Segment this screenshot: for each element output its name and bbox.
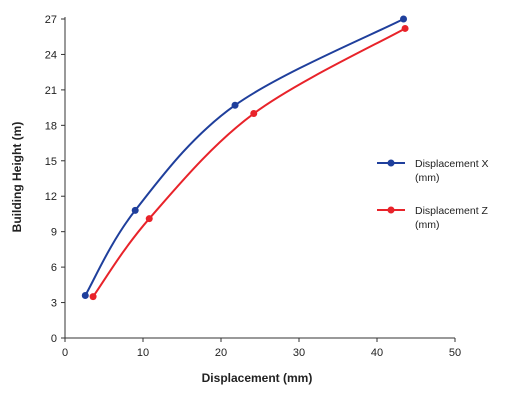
series-layer <box>81 15 409 301</box>
x-tick-label: 10 <box>137 347 149 359</box>
x-tick-label: 30 <box>293 347 305 359</box>
y-tick-label: 15 <box>45 156 57 168</box>
x-tick-label: 20 <box>215 347 227 359</box>
legend-swatch-marker <box>387 159 395 167</box>
legend-item-x: Displacement X (mm) <box>377 158 489 184</box>
y-tick-label: 0 <box>51 333 57 345</box>
x-tick-label: 50 <box>449 347 461 359</box>
data-point <box>400 15 408 23</box>
y-tick-label: 27 <box>45 14 57 26</box>
data-point <box>81 291 89 299</box>
axes: 0 3 6 9 12 15 18 21 24 27 0 10 20 30 40 50 <box>45 14 461 359</box>
data-point <box>131 206 139 214</box>
y-tick-label: 9 <box>51 227 57 239</box>
y-axis-title: Building Height (m) <box>10 122 24 233</box>
legend-item-z: Displacement Z (mm) <box>377 205 489 231</box>
y-tick-label: 3 <box>51 298 57 310</box>
series-x <box>81 15 408 299</box>
y-tick-label: 24 <box>45 49 57 61</box>
x-tick-label: 0 <box>62 347 68 359</box>
data-point <box>231 101 239 109</box>
legend-label: Displacement Z <box>415 205 489 217</box>
legend-label: (mm) <box>415 172 440 184</box>
series-line <box>84 18 404 296</box>
series-z <box>89 24 409 301</box>
y-tick-label: 6 <box>51 262 57 274</box>
data-point <box>145 215 153 223</box>
y-tick-label: 21 <box>45 85 57 97</box>
data-point <box>250 110 258 118</box>
legend-label: Displacement X <box>415 158 489 170</box>
y-tick-label: 12 <box>45 191 57 203</box>
data-point <box>401 24 409 32</box>
y-tick-label: 18 <box>45 120 57 132</box>
legend-swatch-marker <box>387 206 395 214</box>
data-point <box>89 293 97 301</box>
x-tick-label: 40 <box>371 347 383 359</box>
legend: Displacement X (mm) Displacement Z (mm) <box>377 158 489 231</box>
series-line <box>92 27 406 298</box>
legend-label: (mm) <box>415 219 440 231</box>
x-axis-title: Displacement (mm) <box>202 371 313 385</box>
